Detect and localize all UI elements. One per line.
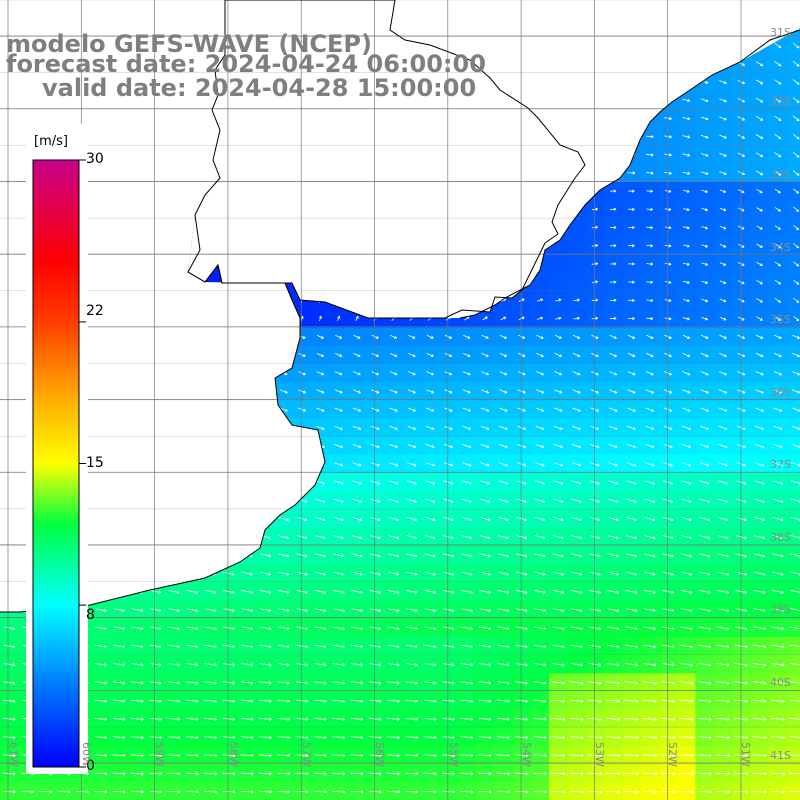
lon-label: 51W bbox=[739, 742, 752, 767]
field-cell bbox=[475, 309, 495, 329]
field-cell bbox=[786, 200, 800, 219]
lat-label: 41S bbox=[770, 749, 791, 762]
field-cell bbox=[786, 546, 800, 565]
field-cell bbox=[786, 254, 800, 274]
lon-label: 60W bbox=[80, 742, 93, 767]
field-cell bbox=[786, 182, 800, 201]
lat-label: 36S bbox=[770, 386, 791, 399]
colorbar-tick-8: 8 bbox=[86, 607, 95, 623]
field-cell bbox=[786, 236, 800, 256]
field-cell bbox=[786, 91, 800, 110]
lon-label: 59W bbox=[153, 742, 166, 767]
colorbar-unit: [m/s] bbox=[34, 134, 68, 149]
lat-label: 35S bbox=[770, 313, 791, 326]
field-cell bbox=[786, 600, 800, 620]
lon-label: 52W bbox=[666, 742, 679, 767]
field-cell bbox=[786, 491, 800, 511]
field-cell bbox=[786, 509, 800, 529]
field-cell bbox=[567, 254, 587, 274]
field-cell bbox=[786, 72, 800, 92]
field-cell bbox=[786, 473, 800, 492]
colorbar-tick-30: 30 bbox=[86, 151, 104, 167]
field-cell bbox=[786, 54, 800, 74]
field-cell bbox=[786, 309, 800, 329]
lat-label: 40S bbox=[770, 676, 791, 689]
field-cell bbox=[549, 273, 568, 292]
lon-label: 57W bbox=[300, 742, 313, 767]
field-cell bbox=[786, 455, 800, 474]
field-cell bbox=[494, 309, 513, 329]
field-cell bbox=[786, 382, 800, 401]
field-cell bbox=[786, 163, 800, 183]
field-cell bbox=[786, 527, 800, 547]
field-cell bbox=[786, 364, 800, 383]
lat-label: 33S bbox=[770, 168, 791, 181]
lon-label: 61W bbox=[7, 742, 20, 767]
colorbar bbox=[26, 124, 88, 774]
field-cell bbox=[786, 218, 800, 238]
lat-label: 34S bbox=[770, 241, 791, 254]
colorbar-tick-15: 15 bbox=[86, 455, 104, 471]
field-cell bbox=[786, 564, 800, 583]
field-cell bbox=[786, 127, 800, 147]
field-cell bbox=[786, 436, 800, 456]
lon-label: 54W bbox=[520, 742, 533, 767]
field-cell bbox=[567, 236, 587, 256]
field-cell bbox=[786, 345, 800, 365]
field-cell bbox=[786, 109, 800, 128]
lat-label: 39S bbox=[770, 603, 791, 616]
field-cell bbox=[786, 400, 800, 420]
field-cell bbox=[786, 327, 800, 347]
lon-label: 55W bbox=[447, 742, 460, 767]
field-cell bbox=[549, 254, 568, 274]
field-cell bbox=[567, 273, 587, 292]
lat-label: 32S bbox=[770, 95, 791, 108]
lon-label: 58W bbox=[227, 742, 240, 767]
colorbar-gradient bbox=[32, 159, 80, 768]
valid-date: valid date: 2024-04-28 15:00:00 bbox=[42, 74, 477, 102]
lat-label: 37S bbox=[770, 458, 791, 471]
field-cell bbox=[786, 145, 800, 165]
field-cell bbox=[786, 582, 800, 602]
lat-label: 31S bbox=[770, 26, 791, 39]
field-cell bbox=[786, 36, 800, 56]
lon-label: 56W bbox=[373, 742, 386, 767]
lon-label: 53W bbox=[593, 742, 606, 767]
colorbar-tick-22: 22 bbox=[86, 303, 104, 319]
field-cell bbox=[786, 418, 800, 438]
field-cell bbox=[786, 273, 800, 292]
field-cell bbox=[786, 291, 800, 310]
forecast-date: forecast date: 2024-04-24 06:00:00 bbox=[6, 50, 486, 78]
lat-label: 38S bbox=[770, 531, 791, 544]
